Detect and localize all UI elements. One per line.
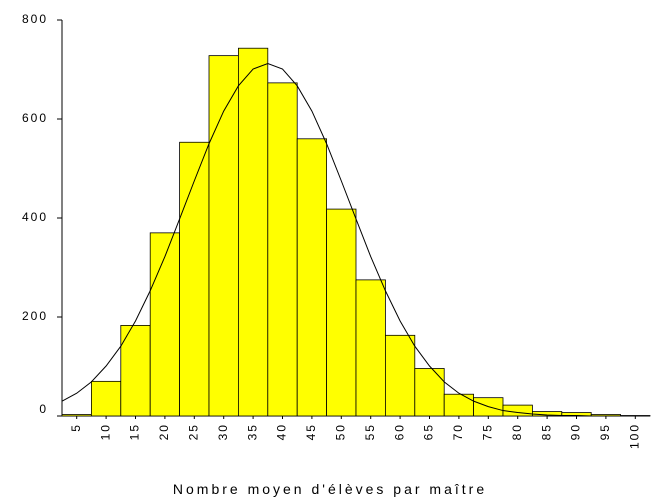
bar [502, 404, 533, 417]
x-tick-label: 25 [186, 423, 200, 440]
y-tick-label: 800 [22, 12, 48, 26]
bar [237, 47, 269, 417]
x-tick-label: 75 [480, 423, 494, 440]
y-tick-label: 400 [22, 210, 48, 224]
y-tick-label: 600 [22, 111, 48, 125]
x-tick-label: 10 [98, 423, 112, 440]
x-tick-label: 5 [69, 423, 83, 432]
bar [267, 82, 298, 417]
x-tick-label: 50 [333, 423, 347, 440]
bar [91, 380, 122, 417]
bar [443, 393, 475, 417]
bar [355, 279, 386, 417]
y-tick-label: 0 [39, 402, 48, 416]
x-tick-label: 95 [598, 423, 612, 440]
x-tick-label: 80 [510, 423, 524, 440]
bar [296, 138, 328, 417]
x-axis-label: Nombre moyen d'élèves par maître [173, 481, 487, 497]
bar [384, 334, 416, 417]
bar [326, 208, 357, 417]
bar [61, 414, 92, 417]
x-tick-label: 20 [157, 423, 171, 440]
bar [414, 368, 445, 417]
x-tick-label: 90 [569, 423, 583, 440]
bar [208, 55, 239, 417]
x-tick-label: 15 [128, 423, 142, 440]
x-tick-label: 85 [539, 423, 553, 440]
x-tick-label: 60 [392, 423, 406, 440]
x-tick-label: 40 [275, 423, 289, 440]
bar [179, 141, 210, 417]
x-tick-label: 55 [363, 423, 377, 440]
x-tick-label: 70 [451, 423, 465, 440]
bar [149, 232, 180, 417]
x-tick-label: 45 [304, 423, 318, 440]
x-tick-label: 35 [245, 423, 259, 440]
x-tick-label: 100 [627, 423, 641, 449]
x-tick-label: 30 [216, 423, 230, 440]
x-tick-label: 65 [422, 423, 436, 440]
y-tick-label: 200 [22, 309, 48, 323]
normal-curve [61, 63, 650, 417]
